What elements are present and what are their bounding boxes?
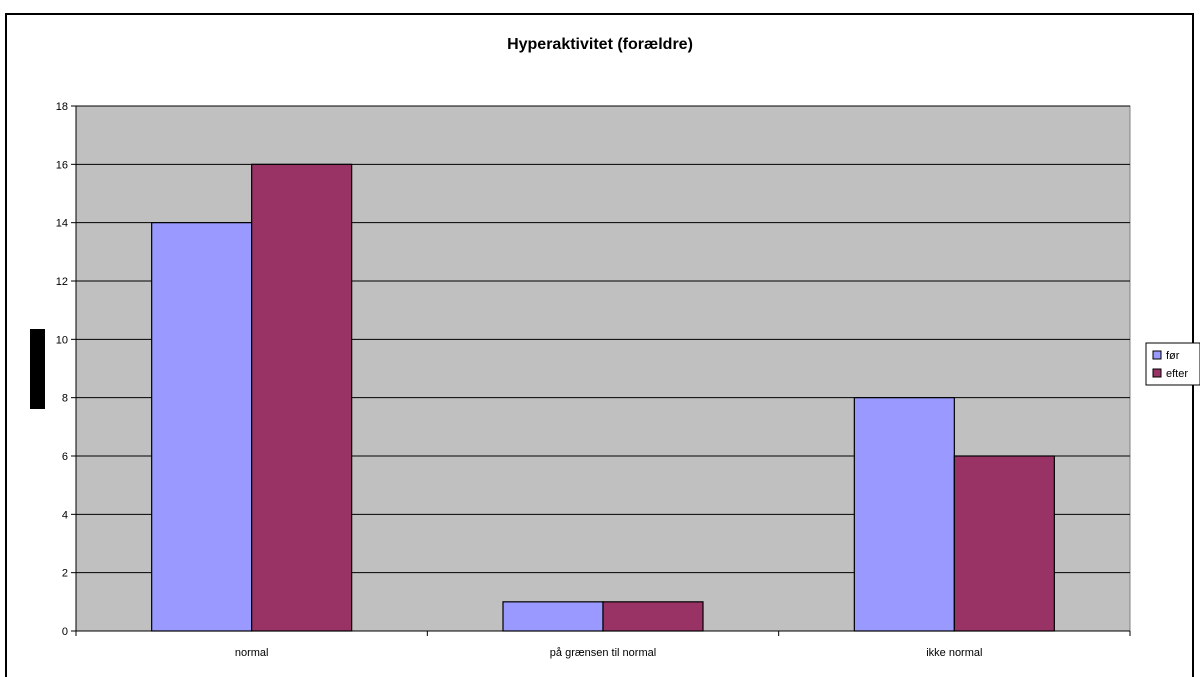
y-tick-label: 14 [56,218,68,230]
y-tick-label: 6 [62,451,68,463]
y-axis-ticks: 0 2 4 6 8 10 12 14 16 18 [56,101,76,638]
bar-før-1 [502,601,604,632]
bar-før-0 [151,222,253,632]
bar-før-2 [853,397,955,632]
legend-label-før: før [1166,350,1180,362]
x-tick-label: normal [235,647,269,659]
y-tick-label: 16 [56,159,68,171]
bar-efter-2 [953,455,1055,632]
y-tick-label: 0 [62,626,68,638]
chart-title: Hyperaktivitet (forældre) [507,36,693,53]
x-tick-label: på grænsen til normal [550,647,656,659]
x-tick-label: ikke normal [926,647,982,659]
y-tick-label: 18 [56,101,68,113]
y-tick-label: 12 [56,276,68,288]
bar-efter-1 [602,601,704,632]
legend: før efter [1145,342,1200,386]
axes [75,106,1130,632]
y-tick-label: 4 [62,509,68,521]
bar-efter-0 [251,163,353,632]
x-axis-ticks: normal på grænsen til normal ikke normal [75,631,1131,659]
left-marker-bar [30,329,45,409]
legend-swatch-før [1152,350,1162,360]
legend-box [1145,342,1200,386]
legend-label-efter: efter [1166,368,1188,380]
bars [151,163,1055,632]
y-tick-label: 2 [62,568,68,580]
y-tick-label: 8 [62,393,68,405]
y-tick-label: 10 [56,334,68,346]
legend-swatch-efter [1152,368,1162,378]
